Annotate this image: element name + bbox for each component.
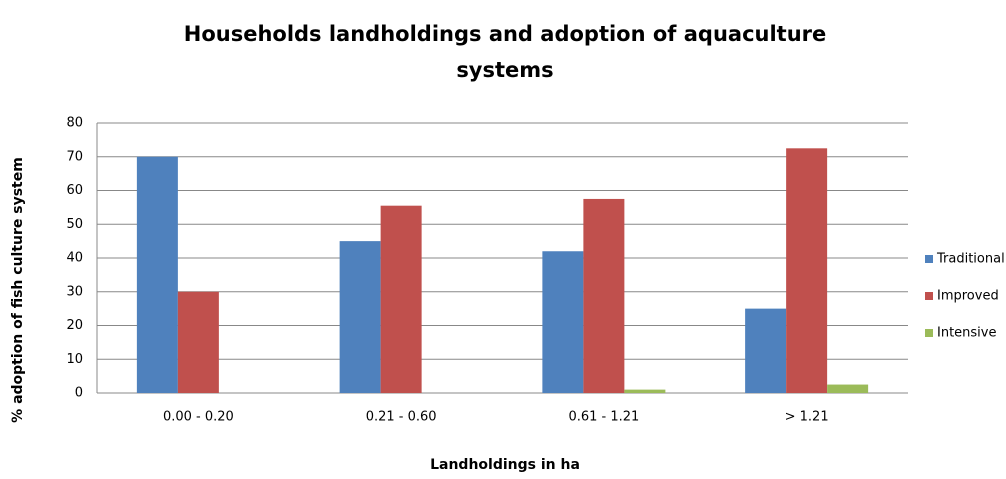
x-tick-label: > 1.21 [785,410,829,425]
bar [136,156,178,393]
legend-label: Improved [937,289,999,304]
y-tick-label: 70 [66,149,83,164]
y-tick-label: 30 [66,284,83,299]
y-axis-title: % adoption of fish culture system [10,157,26,423]
legend-swatch [925,329,933,337]
x-tick-label: 0.00 - 0.20 [163,410,234,425]
bar [339,241,381,393]
chart-title: Households landholdings and adoption of … [184,22,827,82]
bar [583,198,625,393]
bar [177,291,219,393]
y-tick-label: 50 [66,217,83,232]
x-tick-label: 0.21 - 0.60 [366,410,437,425]
legend-label: Traditional [936,252,1005,267]
x-axis-title: Landholdings in ha [430,457,580,473]
y-tick-label: 60 [66,183,83,198]
y-tick-label: 40 [66,251,83,266]
bar [786,148,828,393]
legend-label: Intensive [937,326,996,341]
y-tick-label: 10 [66,352,83,367]
bar [380,205,422,393]
bar [542,251,584,393]
y-tick-label: 0 [75,386,83,401]
bar [624,389,666,393]
y-tick-label: 80 [66,116,83,131]
x-tick-label: 0.61 - 1.21 [568,410,639,425]
legend-swatch [925,255,933,263]
bar [827,384,869,393]
legend-swatch [925,292,933,300]
bar [745,308,787,393]
y-tick-label: 20 [66,318,83,333]
